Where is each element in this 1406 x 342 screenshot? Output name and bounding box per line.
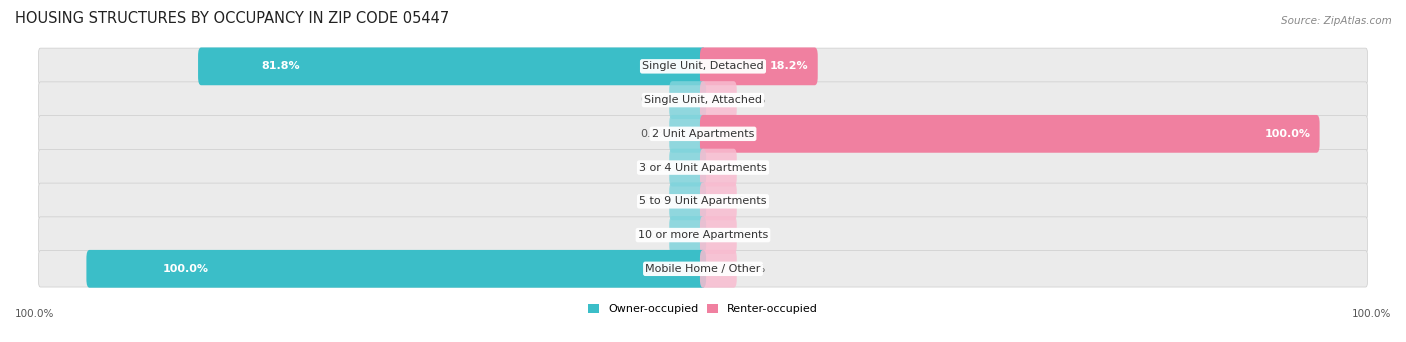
- FancyBboxPatch shape: [38, 217, 1368, 253]
- Text: 10 or more Apartments: 10 or more Apartments: [638, 230, 768, 240]
- FancyBboxPatch shape: [700, 48, 818, 85]
- Text: Single Unit, Detached: Single Unit, Detached: [643, 61, 763, 71]
- FancyBboxPatch shape: [86, 250, 706, 288]
- Text: 3 or 4 Unit Apartments: 3 or 4 Unit Apartments: [640, 162, 766, 173]
- Text: 0.0%: 0.0%: [737, 162, 766, 173]
- Text: 100.0%: 100.0%: [14, 309, 53, 319]
- Text: Single Unit, Attached: Single Unit, Attached: [644, 95, 762, 105]
- Text: 0.0%: 0.0%: [737, 230, 766, 240]
- FancyBboxPatch shape: [38, 183, 1368, 220]
- FancyBboxPatch shape: [669, 149, 706, 186]
- Text: 0.0%: 0.0%: [737, 196, 766, 206]
- FancyBboxPatch shape: [198, 48, 706, 85]
- Text: 0.0%: 0.0%: [640, 95, 669, 105]
- FancyBboxPatch shape: [700, 81, 737, 119]
- FancyBboxPatch shape: [38, 251, 1368, 287]
- FancyBboxPatch shape: [700, 182, 737, 220]
- Text: 0.0%: 0.0%: [640, 162, 669, 173]
- FancyBboxPatch shape: [700, 216, 737, 254]
- FancyBboxPatch shape: [669, 81, 706, 119]
- FancyBboxPatch shape: [38, 149, 1368, 186]
- FancyBboxPatch shape: [700, 149, 737, 186]
- Text: 0.0%: 0.0%: [737, 264, 766, 274]
- FancyBboxPatch shape: [669, 182, 706, 220]
- FancyBboxPatch shape: [669, 115, 706, 153]
- Text: 0.0%: 0.0%: [737, 95, 766, 105]
- Text: 5 to 9 Unit Apartments: 5 to 9 Unit Apartments: [640, 196, 766, 206]
- FancyBboxPatch shape: [38, 116, 1368, 152]
- FancyBboxPatch shape: [38, 48, 1368, 84]
- Text: HOUSING STRUCTURES BY OCCUPANCY IN ZIP CODE 05447: HOUSING STRUCTURES BY OCCUPANCY IN ZIP C…: [14, 11, 449, 26]
- Text: 2 Unit Apartments: 2 Unit Apartments: [652, 129, 754, 139]
- Text: 18.2%: 18.2%: [770, 61, 808, 71]
- FancyBboxPatch shape: [38, 82, 1368, 118]
- Text: Mobile Home / Other: Mobile Home / Other: [645, 264, 761, 274]
- FancyBboxPatch shape: [700, 115, 1320, 153]
- Text: 0.0%: 0.0%: [640, 230, 669, 240]
- Text: 0.0%: 0.0%: [640, 196, 669, 206]
- FancyBboxPatch shape: [700, 250, 737, 288]
- Text: 0.0%: 0.0%: [640, 129, 669, 139]
- Text: Source: ZipAtlas.com: Source: ZipAtlas.com: [1281, 16, 1392, 26]
- Legend: Owner-occupied, Renter-occupied: Owner-occupied, Renter-occupied: [583, 300, 823, 319]
- Text: 81.8%: 81.8%: [262, 61, 299, 71]
- FancyBboxPatch shape: [669, 216, 706, 254]
- Text: 100.0%: 100.0%: [1353, 309, 1392, 319]
- Text: 100.0%: 100.0%: [1264, 129, 1310, 139]
- Text: 100.0%: 100.0%: [163, 264, 209, 274]
